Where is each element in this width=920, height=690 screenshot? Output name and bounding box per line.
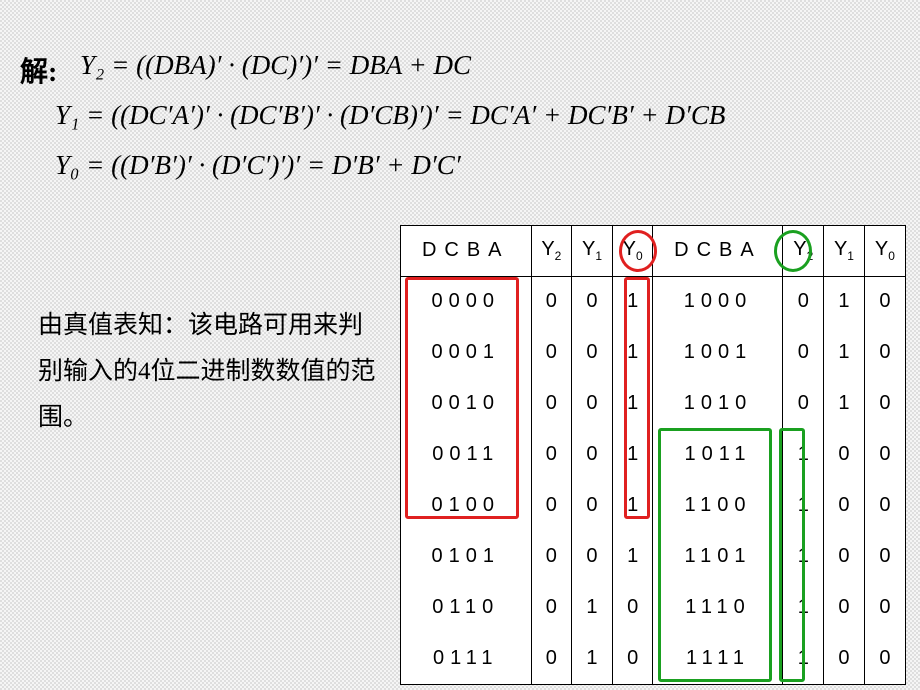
cell-y0l: 1 — [612, 531, 653, 582]
cell-in-right: 1011 — [653, 429, 783, 480]
cell-y0r: 0 — [864, 582, 905, 633]
cell-y0l: 0 — [612, 633, 653, 684]
cell-y1r: 1 — [824, 276, 865, 327]
cell-y2l: 0 — [531, 531, 572, 582]
cell-y0r: 0 — [864, 276, 905, 327]
cell-y1r: 0 — [824, 633, 865, 684]
cell-y0r: 0 — [864, 378, 905, 429]
cell-y0r: 0 — [864, 633, 905, 684]
equation-y0: Y₀ = ((D′B′)′ · (D′C′)′)′ = D′B′ + D′C′ — [55, 150, 461, 181]
cell-y2l: 0 — [531, 582, 572, 633]
cell-y2l: 0 — [531, 327, 572, 378]
cell-in-right: 1010 — [653, 378, 783, 429]
cell-y0l: 0 — [612, 582, 653, 633]
cell-y0r: 0 — [864, 531, 905, 582]
solution-label: 解: — [20, 50, 57, 90]
cell-y0l: 1 — [612, 378, 653, 429]
cell-y2l: 0 — [531, 276, 572, 327]
cell-in-left: 0011 — [401, 429, 531, 480]
header-input-right: DCBA — [653, 226, 783, 276]
cell-y1l: 0 — [572, 531, 613, 582]
table-row: 0100 0 0 1 1100 1 0 0 — [401, 480, 905, 531]
table-row: 0101 0 0 1 1101 1 0 0 — [401, 531, 905, 582]
cell-y0l: 1 — [612, 276, 653, 327]
cell-in-right: 1111 — [653, 633, 783, 684]
equation-y1: Y₁ = ((DC′A′)′ · (DC′B′)′ · (D′CB)′)′ = … — [55, 100, 725, 131]
cell-in-right: 1100 — [653, 480, 783, 531]
cell-y2r: 1 — [783, 633, 824, 684]
cell-in-left: 0101 — [401, 531, 531, 582]
cell-y1l: 0 — [572, 480, 613, 531]
cell-y1r: 0 — [824, 582, 865, 633]
cell-y1r: 0 — [824, 531, 865, 582]
cell-y1l: 0 — [572, 429, 613, 480]
cell-y0r: 0 — [864, 429, 905, 480]
cell-in-left: 0110 — [401, 582, 531, 633]
cell-y2r: 1 — [783, 480, 824, 531]
table-body: 0000 0 0 1 1000 0 1 0 0001 0 0 1 1001 0 … — [401, 276, 905, 684]
table-row: 0110 0 1 0 1110 1 0 0 — [401, 582, 905, 633]
cell-y2l: 0 — [531, 429, 572, 480]
cell-y0l: 1 — [612, 327, 653, 378]
cell-y1l: 1 — [572, 633, 613, 684]
cell-y0l: 1 — [612, 480, 653, 531]
header-y0-left: Y0 — [612, 226, 653, 276]
cell-y2l: 0 — [531, 480, 572, 531]
cell-y1r: 1 — [824, 327, 865, 378]
cell-y2r: 0 — [783, 378, 824, 429]
cell-y0r: 0 — [864, 480, 905, 531]
cell-y2r: 1 — [783, 582, 824, 633]
table-row: 0111 0 1 0 1111 1 0 0 — [401, 633, 905, 684]
cell-in-right: 1001 — [653, 327, 783, 378]
cell-in-left: 0010 — [401, 378, 531, 429]
cell-in-left: 0100 — [401, 480, 531, 531]
cell-y0r: 0 — [864, 327, 905, 378]
cell-y2l: 0 — [531, 378, 572, 429]
table-row: 0000 0 0 1 1000 0 1 0 — [401, 276, 905, 327]
cell-in-right: 1000 — [653, 276, 783, 327]
cell-y1l: 0 — [572, 378, 613, 429]
truth-table-inner: DCBA Y2 Y1 Y0 DCBA Y2 Y1 Y0 0000 0 0 1 1… — [401, 226, 905, 684]
header-y1-right: Y1 — [824, 226, 865, 276]
cell-y1l: 0 — [572, 327, 613, 378]
cell-y2l: 0 — [531, 633, 572, 684]
cell-y2r: 1 — [783, 531, 824, 582]
cell-y2r: 0 — [783, 327, 824, 378]
cell-in-right: 1101 — [653, 531, 783, 582]
header-y2-left: Y2 — [531, 226, 572, 276]
truth-table: DCBA Y2 Y1 Y0 DCBA Y2 Y1 Y0 0000 0 0 1 1… — [400, 225, 906, 685]
table-row: 0001 0 0 1 1001 0 1 0 — [401, 327, 905, 378]
cell-in-right: 1110 — [653, 582, 783, 633]
table-row: 0010 0 0 1 1010 0 1 0 — [401, 378, 905, 429]
table-header-row: DCBA Y2 Y1 Y0 DCBA Y2 Y1 Y0 — [401, 226, 905, 276]
cell-y2r: 0 — [783, 276, 824, 327]
header-input-left: DCBA — [401, 226, 531, 276]
header-y0-right: Y0 — [864, 226, 905, 276]
cell-y1r: 0 — [824, 480, 865, 531]
cell-y1r: 1 — [824, 378, 865, 429]
cell-y0l: 1 — [612, 429, 653, 480]
header-y1-left: Y1 — [572, 226, 613, 276]
cell-y2r: 1 — [783, 429, 824, 480]
table-row: 0011 0 0 1 1011 1 0 0 — [401, 429, 905, 480]
cell-in-left: 0001 — [401, 327, 531, 378]
cell-y1l: 0 — [572, 276, 613, 327]
equation-y2: Y₂ = ((DBA)′ · (DC)′)′ = DBA + DC — [80, 50, 471, 81]
cell-in-left: 0000 — [401, 276, 531, 327]
cell-y1l: 1 — [572, 582, 613, 633]
description-text: 由真值表知：该电路可用来判别输入的4位二进制数数值的范围。 — [38, 303, 378, 441]
header-y2-right: Y2 — [783, 226, 824, 276]
cell-y1r: 0 — [824, 429, 865, 480]
cell-in-left: 0111 — [401, 633, 531, 684]
